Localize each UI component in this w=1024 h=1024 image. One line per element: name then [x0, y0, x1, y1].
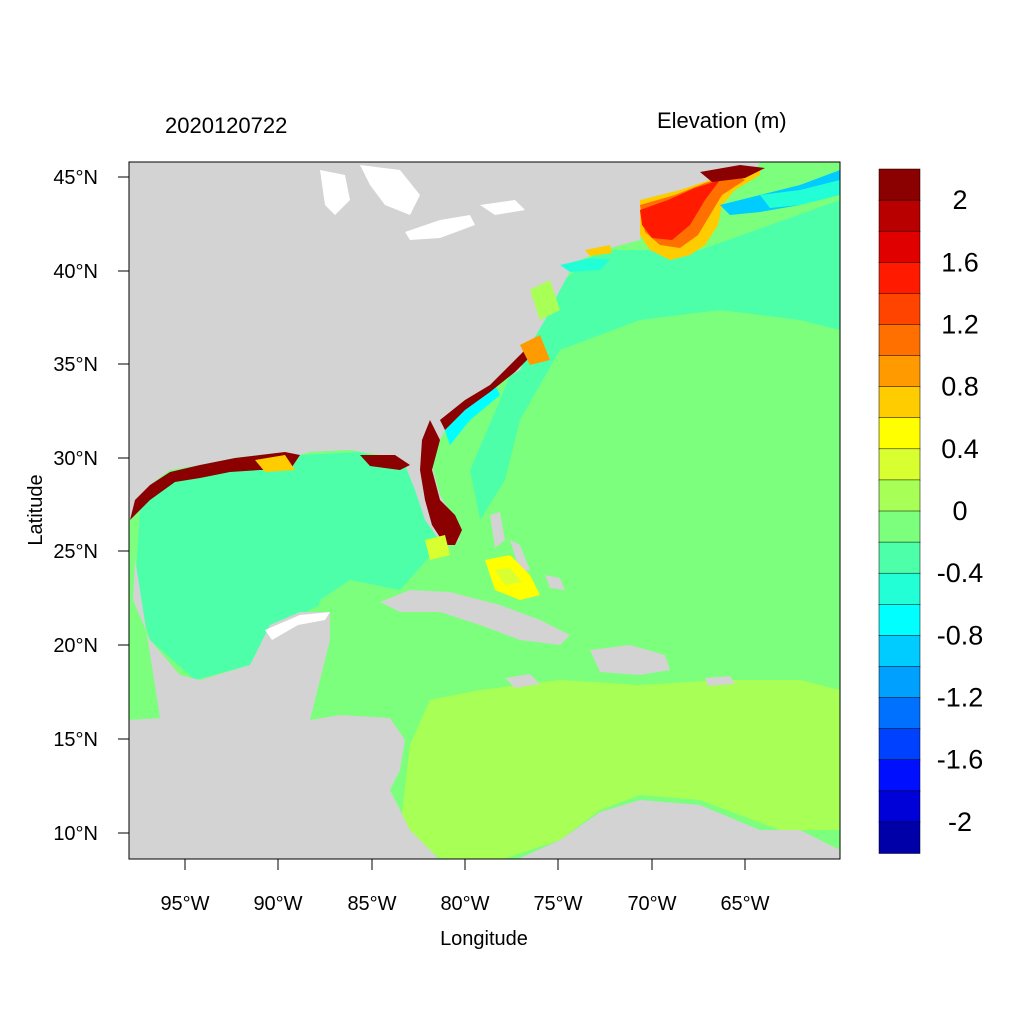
variable-title: Elevation (m): [657, 108, 787, 133]
colorbar-label: 0: [952, 496, 967, 526]
colorbar-swatch: [878, 230, 921, 264]
colorbar-swatch: [878, 541, 921, 574]
cuba-land: [380, 590, 570, 645]
north-america-land: [129, 162, 760, 548]
x-axis: 95°W 90°W 85°W 80°W 75°W 70°W 65°W: [160, 859, 770, 915]
y-tick-label: 25°N: [53, 541, 98, 563]
gulf-coast-surge: [130, 452, 300, 520]
y-axis-title: Latitude: [25, 474, 47, 545]
colorbar-swatch: [878, 728, 921, 761]
western-caribbean: [300, 570, 480, 740]
timestamp-title: 2020120722: [165, 113, 288, 138]
caribbean-sea: [400, 680, 840, 859]
colorbar-swatch: [878, 666, 921, 699]
shelf-water: [470, 200, 840, 520]
x-tick-label: 80°W: [440, 893, 489, 915]
colorbar-swatch: [878, 604, 921, 637]
georgia-bight-water: [445, 385, 500, 445]
pamlico-sound-anomaly: [520, 335, 550, 365]
bahamas-land: [545, 575, 565, 590]
colorbar-label: 0.8: [941, 372, 979, 402]
y-tick-label: 30°N: [53, 448, 98, 470]
colorbar-swatch: [878, 759, 921, 792]
yucatan-shelf: [265, 612, 330, 640]
lake-michigan: [320, 170, 350, 215]
colorbar-swatch: [878, 168, 921, 201]
colorbar-swatch: [878, 635, 921, 668]
colorbar-swatch: [878, 324, 921, 357]
mid-atlantic-water: [560, 258, 610, 272]
puerto-rico-land: [705, 676, 735, 686]
y-axis: 45°N 40°N 35°N 30°N 25°N 20°N 15°N 10°N: [53, 167, 129, 845]
lake-ontario: [480, 200, 525, 215]
colorbar-swatch: [878, 417, 921, 450]
colorbar: [878, 168, 921, 854]
y-tick-label: 40°N: [53, 261, 98, 283]
x-tick-label: 70°W: [627, 893, 676, 915]
colorbar-label: -0.8: [937, 620, 984, 650]
y-tick-label: 10°N: [53, 823, 98, 845]
mexico-central-america-land: [129, 520, 439, 859]
colorbar-labels: 2 1.6 1.2 0.8 0.4 0 -0.4 -0.8 -1.2 -1.6 -2: [937, 185, 984, 837]
chesapeake-anomaly: [530, 280, 560, 320]
y-tick-label: 15°N: [53, 729, 98, 751]
south-america-land: [520, 800, 840, 859]
colorbar-swatch: [878, 448, 921, 481]
colorbar-swatch: [878, 262, 921, 295]
carolina-coast-surge: [440, 345, 535, 430]
colorbar-swatch: [878, 572, 921, 606]
mississippi-delta-anomaly: [255, 455, 295, 472]
bahamas-land: [490, 512, 505, 548]
keys-anomaly: [425, 535, 450, 560]
lake-erie: [405, 215, 475, 240]
bahamas-land: [510, 540, 530, 572]
colorbar-label: 2: [952, 185, 967, 215]
colorbar-label: 1.6: [941, 247, 979, 277]
colorbar-label: 0.4: [941, 434, 979, 464]
colorbar-swatch: [878, 821, 921, 854]
gulf-of-mexico: [135, 452, 440, 680]
colorbar-swatch: [878, 479, 921, 512]
colorbar-swatch: [878, 293, 921, 326]
x-axis-title: Longitude: [440, 928, 528, 950]
colorbar-swatch: [878, 790, 921, 823]
colorbar-label: -0.4: [937, 558, 984, 588]
hispaniola-land: [590, 645, 670, 675]
x-tick-label: 75°W: [533, 893, 582, 915]
colorbar-swatch: [878, 697, 921, 730]
colorbar-swatch: [878, 386, 921, 419]
jamaica-land: [505, 674, 540, 688]
colorbar-label: 1.2: [941, 309, 979, 339]
colorbar-swatch: [878, 510, 921, 543]
x-tick-label: 85°W: [347, 893, 396, 915]
plot-border: [128, 161, 841, 860]
x-tick-label: 65°W: [720, 893, 769, 915]
map-area: [129, 162, 840, 859]
long-island-sound-anomaly: [585, 245, 612, 256]
colorbar-label: -2: [948, 807, 972, 837]
bahamas-bank-inner: [495, 568, 522, 585]
florida-surge: [420, 420, 462, 545]
y-tick-label: 35°N: [53, 354, 98, 376]
big-bend-surge: [360, 455, 410, 470]
gulf-of-maine-plume-inner: [640, 180, 720, 240]
x-tick-label: 95°W: [160, 893, 209, 915]
lake-huron: [360, 165, 420, 215]
scotian-shelf-outer: [760, 180, 840, 208]
y-tick-label: 20°N: [53, 635, 98, 657]
x-tick-label: 90°W: [253, 893, 302, 915]
nova-scotia-surge: [700, 165, 765, 182]
colorbar-swatch: [878, 355, 921, 388]
colorbar-label: -1.2: [937, 683, 984, 713]
y-tick-label: 45°N: [53, 167, 98, 189]
colorbar-swatch: [878, 199, 921, 232]
colorbar-label: -1.6: [937, 745, 984, 775]
